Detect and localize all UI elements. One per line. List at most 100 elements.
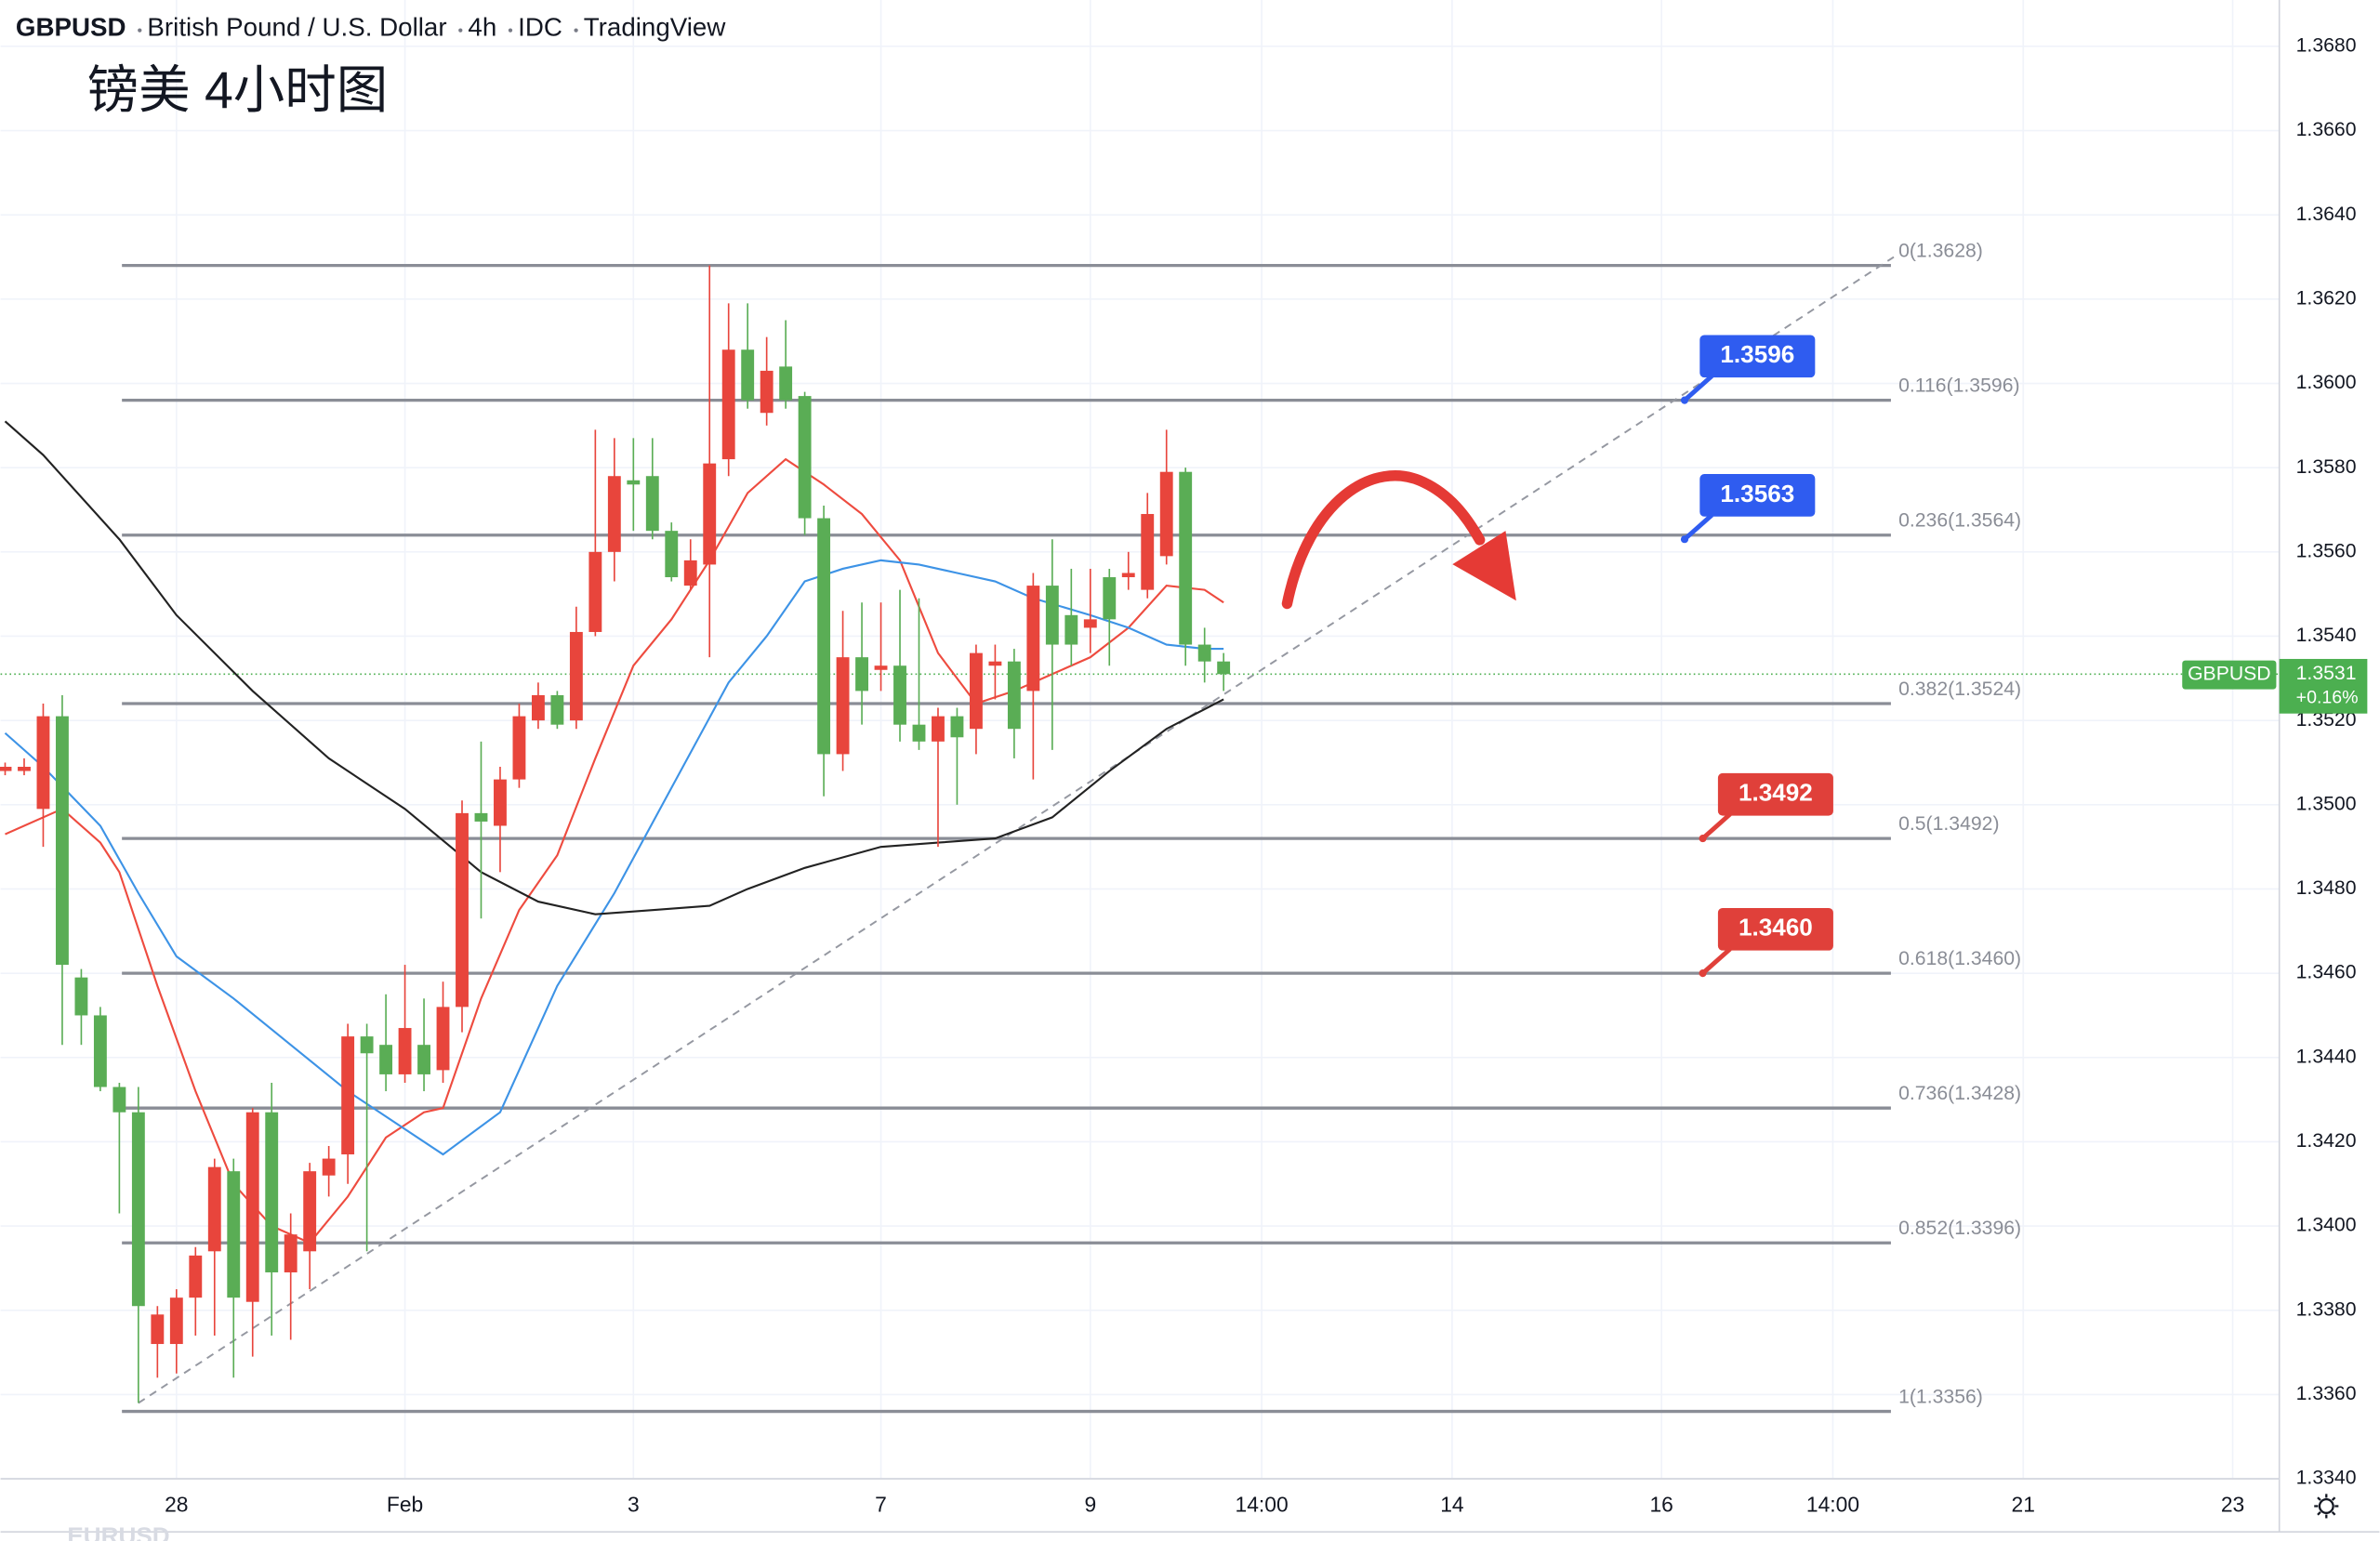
callout-label: 1.3460 [1739,914,1813,942]
header-item: British Pound / U.S. Dollar [147,12,446,41]
candle-body [169,1297,183,1345]
header-item: IDC [518,12,562,41]
y-tick-label: 1.3500 [2296,793,2357,814]
header-separator [458,28,463,33]
candle-body [760,370,774,414]
candle-body [1064,614,1078,645]
candle-body [93,1015,107,1087]
settings-icon[interactable] [2314,1494,2339,1519]
callout-pointer [1700,947,1732,975]
y-tick-label: 1.3340 [2296,1468,2357,1489]
fib-label: 0.736(1.3428) [1898,1083,2021,1104]
x-tick-label: 21 [2012,1492,2035,1516]
header-item: 4h [468,12,496,41]
candle-body [665,531,679,578]
y-tick-label: 1.3640 [2296,204,2357,225]
callout-label: 1.3596 [1720,340,1794,368]
y-tick-label: 1.3440 [2296,1046,2357,1067]
header-item: TradingView [584,12,727,41]
candle-body [932,716,945,742]
header-item: GBPUSD [16,12,126,41]
candle-body [969,652,983,730]
callout-pointer [1683,374,1713,402]
callout-anchor [1680,396,1689,404]
callout-pointer [1700,812,1732,840]
candle-body [112,1087,126,1113]
x-tick-label: 3 [628,1492,640,1516]
candle-body [1217,661,1231,675]
x-tick-label: Feb [387,1492,423,1516]
y-tick-label: 1.3460 [2296,962,2357,983]
candle-body [912,724,926,742]
ma-line [4,559,1224,1156]
candle-body [18,767,31,771]
x-tick-label: 16 [1649,1492,1673,1516]
candle-body [855,657,868,691]
x-tick-label: 23 [2221,1492,2244,1516]
candle-body [494,779,507,826]
candle-body [512,716,526,780]
candle-body [607,476,621,552]
fib-label: 0.5(1.3492) [1898,813,1999,835]
callout-box [1717,907,1833,951]
candle-body [265,1112,279,1272]
candle-body [456,812,469,1008]
ma-line [4,420,1224,915]
candle-body [798,396,812,519]
candle-body [683,560,697,586]
fib-label: 0(1.3628) [1898,241,1983,262]
candle-body [360,1036,374,1054]
candle-body [474,812,488,822]
forecast-arrowhead [1452,531,1516,601]
candle-body [245,1112,259,1302]
y-tick-label: 1.3380 [2296,1298,2357,1320]
callout-anchor [1699,969,1707,978]
x-tick-label: 14 [1440,1492,1464,1516]
header-separator [508,28,513,33]
callout-anchor [1680,535,1689,544]
fib-label: 0.236(1.3564) [1898,510,2021,532]
candle-body [779,366,793,401]
chart-title: 镑美 4小时图 [87,61,389,119]
candle-body [207,1166,221,1252]
candle-body [874,665,888,670]
y-tick-label: 1.3680 [2296,34,2357,56]
candle-body [36,716,50,810]
candle-body [131,1112,145,1307]
candle-body [341,1036,355,1155]
candle-body [627,480,641,485]
y-tick-label: 1.3400 [2296,1215,2357,1236]
candle-body [588,551,602,632]
candle-body [56,716,69,966]
y-tick-label: 1.3480 [2296,877,2357,899]
x-tick-label: 28 [165,1492,188,1516]
callout-pointer [1683,513,1713,542]
grid [0,0,2280,1480]
candle-body [417,1045,430,1074]
fib-label: 0.382(1.3524) [1898,678,2021,700]
header-separator [138,28,142,33]
candle-body [1197,644,1211,662]
fib-label: 1(1.3356) [1898,1386,1983,1407]
callout-label: 1.3492 [1739,779,1813,807]
last-price-label: 1.3531 [2296,663,2357,684]
candle-body [1083,619,1097,628]
x-tick-label: 14:00 [1236,1492,1289,1516]
candle-body [1159,471,1173,557]
fib-label: 0.852(1.3396) [1898,1218,2021,1239]
callout-box [1717,772,1833,816]
y-tick-label: 1.3600 [2296,372,2357,393]
candle-body [950,716,964,738]
candle-body [151,1314,165,1345]
y-tick-label: 1.3540 [2296,625,2357,646]
symbol-label: GBPUSD [2188,664,2271,685]
candle-body [550,694,564,725]
header-separator [574,28,578,33]
candle-body [741,349,755,401]
candle-body [721,349,735,460]
candle-body [569,631,583,721]
candle-body [531,694,545,721]
candle-body [74,977,88,1016]
